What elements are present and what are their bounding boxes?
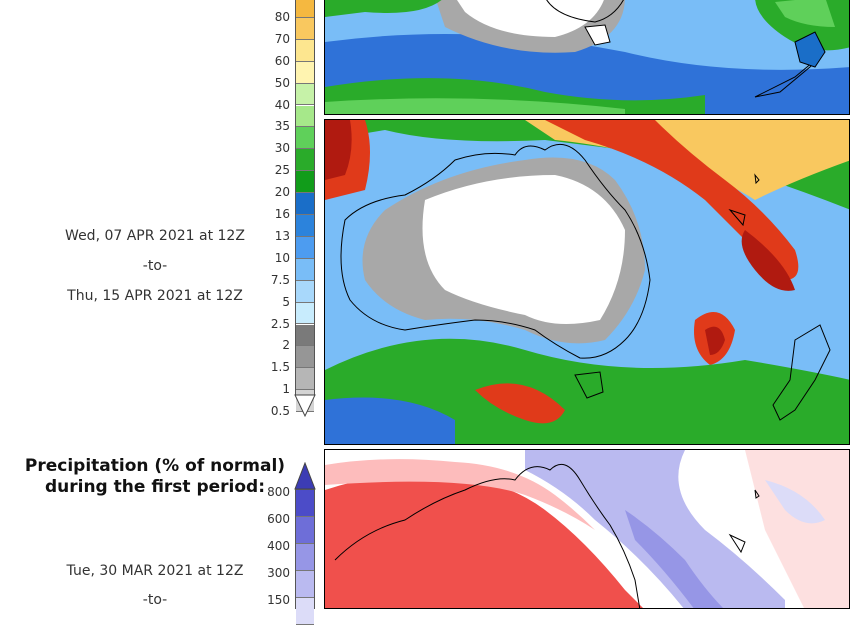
anomaly-map	[325, 450, 849, 608]
colorbar-tick-label: 2	[282, 338, 290, 353]
map-panel-anomaly	[324, 449, 850, 609]
colorbar-segment	[296, 302, 314, 325]
colorbar-segment	[296, 39, 314, 62]
colorbar-segment	[296, 346, 314, 369]
colorbar-tick-label: 5	[282, 294, 290, 309]
colorbar-segment	[296, 280, 314, 303]
precip-map-previous	[325, 0, 849, 114]
anomaly-tick-label: 300	[267, 566, 290, 580]
period-separator: -to-	[142, 258, 168, 274]
colorbar-tick-label: 25	[274, 163, 290, 178]
colorbar-tick-label: 1	[282, 382, 290, 397]
colorbar-segment	[296, 61, 314, 84]
colorbar-tick-label: 10	[274, 250, 290, 265]
colorbar-tick-label: 0.5	[270, 404, 290, 419]
colorbar-segment	[296, 171, 314, 194]
colorbar-tick-label: 30	[274, 141, 290, 156]
anomaly-title-line2: during the first period:	[44, 477, 266, 497]
colorbar-segment	[296, 0, 314, 18]
colorbar-tick-label: 35	[274, 119, 290, 134]
anomaly-colorbar-segment	[296, 544, 314, 571]
colorbar-segment	[296, 83, 314, 106]
colorbar-tick-label: 16	[274, 207, 290, 221]
colorbar-tick-label: 13	[274, 228, 290, 243]
colorbar-segment	[296, 324, 314, 347]
anomaly-colorbar	[295, 489, 315, 625]
colorbar-tick-label: 20	[274, 185, 290, 200]
colorbar-tick-label: 50	[274, 75, 290, 90]
colorbar-segment	[296, 17, 314, 40]
colorbar-tick-label: 1.5	[270, 360, 290, 375]
colorbar-segment	[296, 215, 314, 237]
precip-map-forecast	[325, 120, 849, 444]
colorbar-bottom-arrow	[294, 394, 316, 418]
map-panel-forecast	[324, 119, 850, 445]
colorbar-segment	[296, 236, 314, 259]
precip-colorbar	[295, 0, 315, 413]
colorbar-tick-label: 2.5	[270, 316, 290, 331]
colorbar-tick-label: 80	[274, 9, 290, 24]
period-end-date: Thu, 15 APR 2021 at 12Z	[67, 288, 243, 304]
colorbar-tick-label: 40	[274, 97, 290, 112]
colorbar-tick-label: 70	[274, 31, 290, 46]
anomaly-colorbar-segment	[296, 571, 314, 598]
anomaly-colorbar-segment	[296, 517, 314, 544]
colorbar-tick-label: 60	[274, 53, 290, 68]
anomaly-colorbar-segment	[296, 490, 314, 517]
colorbar-segment	[296, 149, 314, 172]
period-start-date: Wed, 07 APR 2021 at 12Z	[65, 228, 245, 244]
anomaly-tick-label: 600	[267, 512, 290, 526]
colorbar-segment	[296, 368, 314, 391]
anomaly-tick-label: 400	[267, 539, 290, 553]
anomaly-tick-label: 800	[267, 485, 290, 499]
colorbar-segment	[296, 127, 314, 150]
colorbar-segment	[296, 258, 314, 281]
map-panel-previous	[324, 0, 850, 115]
anomaly-title-line1: Precipitation (% of normal)	[24, 456, 286, 476]
anomaly-colorbar-top-arrow	[294, 462, 316, 490]
colorbar-segment	[296, 193, 314, 215]
period2-start-date: Tue, 30 MAR 2021 at 12Z	[66, 563, 244, 579]
period2-separator: -to-	[142, 592, 168, 608]
colorbar-segment	[296, 105, 314, 128]
colorbar-tick-label: 7.5	[270, 272, 290, 287]
